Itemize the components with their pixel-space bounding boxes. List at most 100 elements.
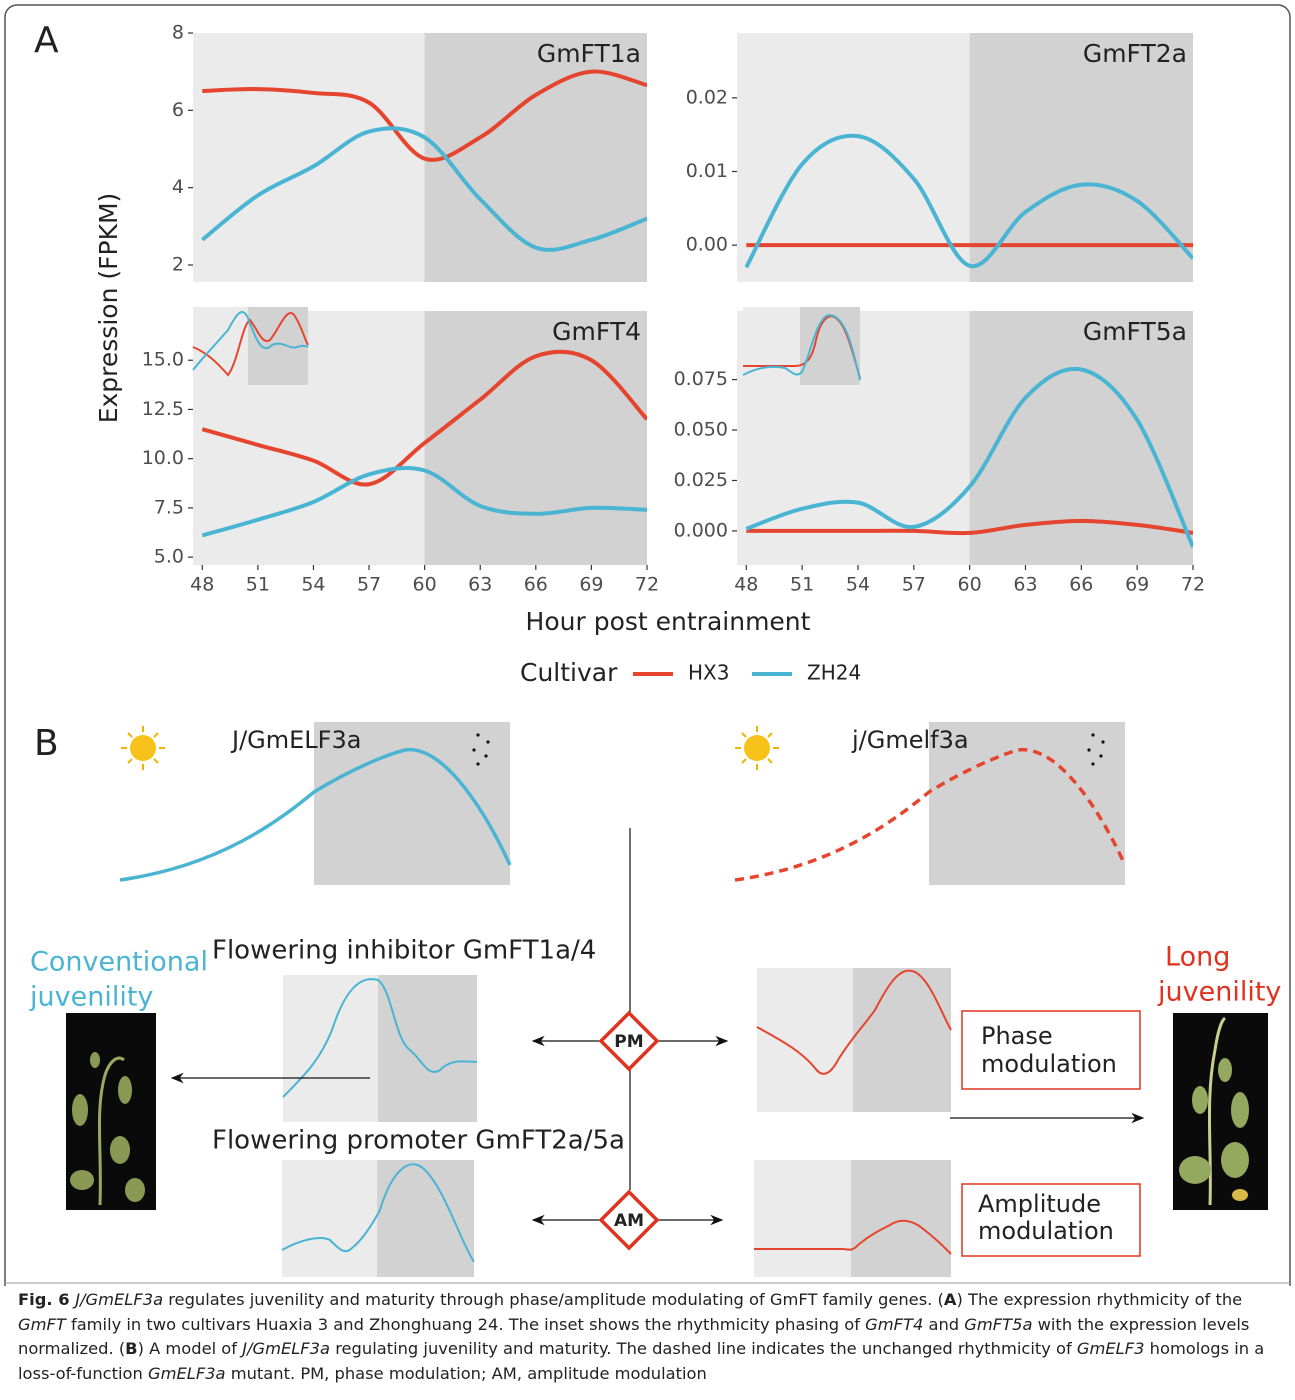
- ellipse: [1218, 1058, 1232, 1082]
- x-tick-label: 57: [357, 574, 381, 596]
- panel-label: A: [34, 20, 59, 61]
- x-tick-label: 48: [190, 574, 214, 596]
- x-tick-label: 72: [635, 574, 659, 596]
- box-text: modulation: [978, 1217, 1114, 1245]
- ellipse: [90, 1052, 100, 1068]
- y-tick-label: 5.0: [154, 546, 184, 568]
- caption-text: GmFT: [18, 1315, 66, 1334]
- figure: 2468GmFT1a0.000.010.02GmFT2a5.07.510.012…: [0, 0, 1295, 1286]
- caption-text: GmELF3: [1077, 1339, 1145, 1358]
- circle: [476, 762, 479, 765]
- ellipse: [1179, 1156, 1211, 1184]
- day-box: [283, 975, 378, 1122]
- y-axis-label: Expression (FPKM): [94, 193, 123, 424]
- caption-text: regulates juvenility and maturity throug…: [163, 1290, 944, 1309]
- x-axis-label: Hour post entrainment: [526, 607, 811, 636]
- diamond-label: PM: [614, 1032, 643, 1052]
- caption-text: GmFT4: [865, 1315, 923, 1334]
- circle: [1087, 748, 1090, 751]
- legend-title: Cultivar: [520, 658, 618, 687]
- x-tick-label: 63: [468, 574, 492, 596]
- caption-text: J/GmELF3a: [242, 1339, 330, 1358]
- page: {"panel_a": {"label": "A", "y_label": "E…: [0, 0, 1295, 1400]
- ellipse: [1221, 1142, 1249, 1178]
- circle: [1091, 762, 1094, 765]
- genotype: j/Gmelf3a: [851, 726, 969, 754]
- ellipse: [1232, 1189, 1248, 1201]
- caption-text: ) The expression rhythmicity of the: [957, 1290, 1243, 1309]
- ellipse: [1192, 1086, 1208, 1114]
- box-text: modulation: [981, 1050, 1117, 1078]
- ellipse: [70, 1170, 94, 1190]
- legend-label: ZH24: [807, 661, 861, 685]
- caption-text: mutant. PM, phase modulation; AM, amplit…: [226, 1364, 707, 1383]
- circle: [1099, 754, 1102, 757]
- y-tick-label: 0.000: [674, 519, 728, 541]
- caption: Fig. 6 J/GmELF3a regulates juvenility an…: [18, 1288, 1280, 1386]
- outcome: Long: [1165, 942, 1230, 973]
- circle: [1101, 740, 1104, 743]
- y-tick-label: 8: [172, 22, 184, 44]
- x-tick-label: 60: [413, 574, 437, 596]
- y-tick-label: 2: [172, 253, 184, 275]
- outcome: juvenility: [1157, 977, 1281, 1008]
- y-tick-label: 15.0: [142, 349, 184, 371]
- chart-title: GmFT2a: [1083, 39, 1187, 68]
- ft-group: Flowering inhibitor GmFT1a/4: [212, 936, 596, 966]
- outcome: juvenility: [29, 982, 153, 1013]
- y-tick-label: 7.5: [154, 496, 184, 518]
- ellipse: [1231, 1092, 1249, 1128]
- caption-text: GmELF3a: [148, 1364, 226, 1383]
- inset-ft4: [193, 307, 308, 385]
- x-tick-label: 63: [1013, 574, 1037, 596]
- ellipse: [110, 1136, 130, 1164]
- x-tick-label: 51: [246, 574, 270, 596]
- ellipse: [125, 1178, 145, 1202]
- genotype: J/GmELF3a: [230, 726, 361, 754]
- body: 2468GmFT1a0.000.010.02GmFT2a5.07.510.012…: [0, 0, 1295, 1400]
- caption-text: and: [923, 1315, 964, 1334]
- sun: [735, 726, 779, 770]
- night-box: [851, 1160, 951, 1277]
- day-box: [757, 968, 853, 1112]
- x-tick-label: 54: [846, 574, 870, 596]
- y-tick-label: 4: [172, 176, 184, 198]
- diamond-label: AM: [614, 1211, 644, 1231]
- plant-photo: [66, 1013, 156, 1210]
- sun-disc: [130, 735, 156, 761]
- day-box: [754, 1160, 851, 1277]
- caption-text: B: [125, 1339, 137, 1358]
- night-box: [377, 1160, 474, 1277]
- legend-label: HX3: [688, 661, 729, 685]
- outcome: Conventional: [30, 947, 208, 978]
- chart-title: GmFT5a: [1083, 317, 1187, 346]
- caption-text: GmFT5a: [964, 1315, 1032, 1334]
- panel-label: B: [34, 723, 59, 764]
- y-tick-label: 0.01: [686, 160, 728, 182]
- y-tick-label: 0.02: [686, 86, 728, 108]
- y-tick-label: 10.0: [142, 447, 184, 469]
- caption-text: Fig. 6: [18, 1290, 75, 1309]
- night-box: [853, 968, 951, 1112]
- y-tick-label: 0.050: [674, 419, 728, 441]
- night-band: [425, 33, 647, 282]
- y-tick-label: 0.00: [686, 234, 728, 256]
- caption-text: regulating juvenility and maturity. The …: [330, 1339, 1077, 1358]
- caption-text: family in two cultivars Huaxia 3 and Zho…: [66, 1315, 865, 1334]
- box-text: Phase: [981, 1022, 1053, 1050]
- x-tick-label: 72: [1181, 574, 1205, 596]
- ellipse: [118, 1076, 132, 1104]
- caption-text: J/GmELF3a: [75, 1290, 163, 1309]
- caption-text: A: [944, 1290, 957, 1309]
- x-tick-label: 69: [579, 574, 603, 596]
- x-tick-label: 66: [524, 574, 548, 596]
- y-tick-label: 0.025: [674, 469, 728, 491]
- x-tick-label: 57: [902, 574, 926, 596]
- plant-photo: [1173, 1013, 1268, 1210]
- x-tick-label: 69: [1125, 574, 1149, 596]
- legend: Cultivar HX3 ZH24: [520, 658, 861, 687]
- caption-text: ) A model of: [138, 1339, 243, 1358]
- chart-title: GmFT4: [552, 317, 641, 346]
- circle: [472, 748, 475, 751]
- x-tick-label: 48: [734, 574, 758, 596]
